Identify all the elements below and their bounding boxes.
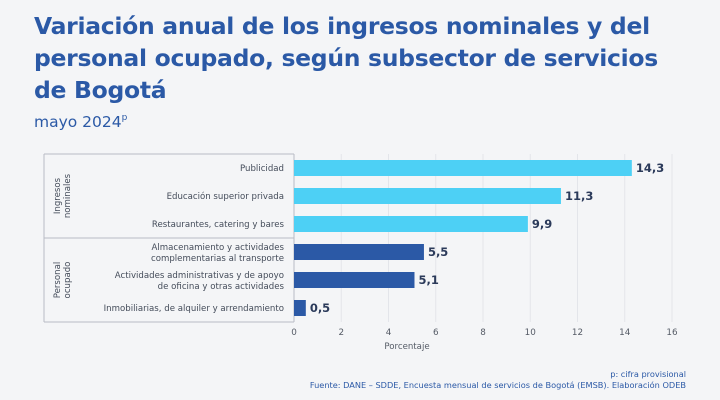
x-tick-label: 4 — [386, 328, 392, 338]
category-label: Inmobiliarias, de alquiler y arrendamien… — [104, 304, 284, 314]
footnote: p: cifra provisional — [610, 369, 686, 379]
x-tick-label: 14 — [619, 328, 631, 338]
chart-subtitle: mayo 2024p — [34, 113, 127, 131]
category-label: Publicidad — [240, 164, 284, 174]
bar — [294, 300, 306, 316]
x-tick-label: 2 — [338, 328, 344, 338]
bar — [294, 188, 561, 204]
group-label: Personalocupado — [53, 262, 73, 299]
x-tick-label: 10 — [525, 328, 537, 338]
category-label: Almacenamiento y actividades complementar… — [151, 243, 285, 264]
bar — [294, 160, 632, 176]
provisional-mark: p — [121, 113, 128, 123]
bar-value-label: 14,3 — [636, 161, 664, 175]
x-tick-label: 6 — [433, 328, 439, 338]
category-label: Actividades administrativas y de apoyo de… — [115, 271, 285, 292]
bar — [294, 272, 415, 288]
chart-title: Variación anual de los ingresos nominale… — [34, 12, 658, 104]
x-tick-label: 8 — [480, 328, 486, 338]
x-tick-label: 16 — [666, 328, 678, 338]
bar — [294, 244, 424, 260]
bar-value-label: 0,5 — [310, 301, 330, 315]
subtitle-period: mayo 2024 — [34, 113, 122, 131]
x-tick-label: 12 — [572, 328, 583, 338]
category-label: Restaurantes, catering y bares — [152, 220, 285, 230]
x-tick-label: 0 — [291, 328, 297, 338]
bar-value-label: 11,3 — [565, 189, 593, 203]
x-axis-title: Porcentaje — [384, 342, 429, 352]
category-label: Educación superior privada — [167, 191, 284, 202]
bar-value-label: 5,5 — [428, 245, 448, 259]
bar-value-label: 5,1 — [418, 273, 438, 287]
group-label: Ingresosnominales — [53, 173, 73, 218]
source-note: Fuente: DANE – SDDE, Encuesta mensual de… — [309, 380, 686, 390]
bar — [294, 216, 528, 232]
bar-value-label: 9,9 — [532, 217, 552, 231]
